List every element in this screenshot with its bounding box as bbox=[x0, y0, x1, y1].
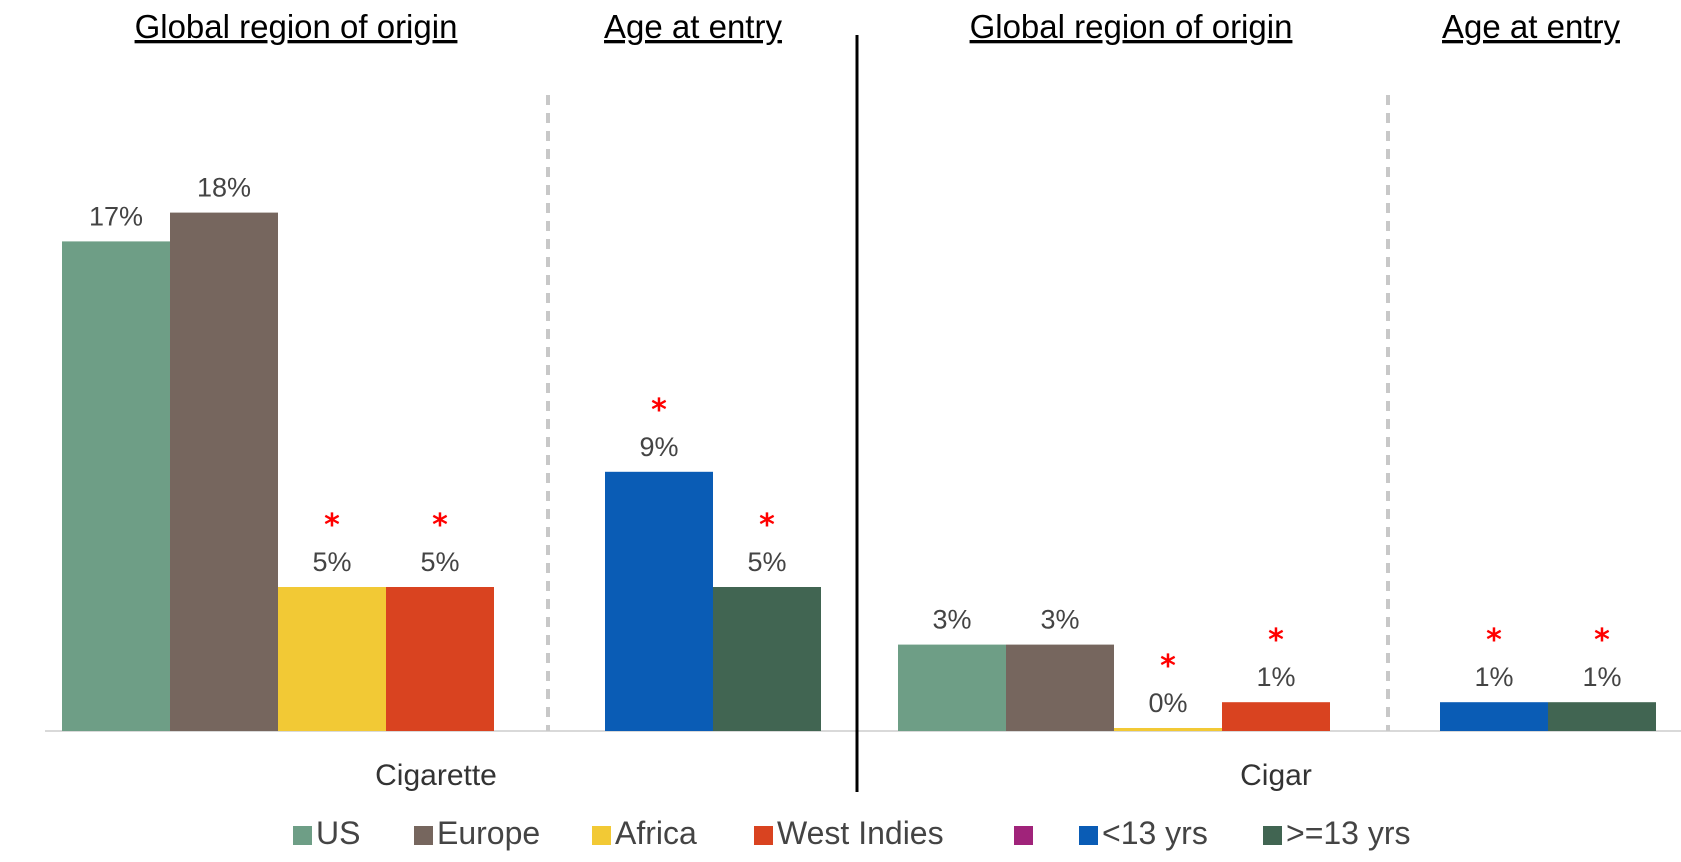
legend-label-13-yrs: >=13 yrs bbox=[1286, 815, 1411, 851]
legend-swatch-us bbox=[293, 826, 312, 845]
data-label-cigarette-africa: 5% bbox=[312, 547, 351, 577]
data-label-cigar-europe: 3% bbox=[1040, 605, 1079, 635]
significance-star-cigar-13-yrs: * bbox=[1594, 623, 1610, 658]
data-label-cigarette-europe: 18% bbox=[197, 173, 251, 203]
data-label-cigar-13-yrs: 1% bbox=[1582, 662, 1621, 692]
significance-star-cigarette-west-indies: * bbox=[432, 508, 448, 543]
significance-star-cigarette-13-yrs: * bbox=[651, 393, 667, 428]
legend-swatch-unnamed-4 bbox=[1014, 826, 1033, 845]
section-title-region-cigar: Global region of origin bbox=[970, 8, 1293, 45]
significance-star-cigar-west-indies: * bbox=[1268, 623, 1284, 658]
data-label-cigar-us: 3% bbox=[932, 605, 971, 635]
legend-label-us: US bbox=[316, 815, 360, 851]
significance-star-cigarette-13-yrs: * bbox=[759, 508, 775, 543]
legend-label-13-yrs: <13 yrs bbox=[1102, 815, 1208, 851]
bar-cigar-13-yrs bbox=[1440, 702, 1548, 731]
bar-cigar-west-indies bbox=[1222, 702, 1330, 731]
bar-cigarette-13-yrs bbox=[605, 471, 713, 731]
legend-label-africa: Africa bbox=[615, 815, 697, 851]
bars-layer: 17% 18% 5% * 5% * 9% * 5% * 3% 3% 0% * 1% * 1% * 1% * bbox=[62, 173, 1656, 732]
group-label-cigarette: Cigarette bbox=[375, 759, 497, 792]
legend: US Europe Africa West Indies <13 yrs >=13 yrs bbox=[293, 815, 1411, 851]
bar-cigarette-13-yrs bbox=[713, 587, 821, 731]
legend-swatch-west-indies bbox=[754, 826, 773, 845]
bar-cigar-europe bbox=[1006, 644, 1114, 731]
legend-swatch-europe bbox=[414, 826, 433, 845]
bar-cigarette-us bbox=[62, 241, 170, 731]
significance-star-cigarette-africa: * bbox=[324, 508, 340, 543]
bar-cigarette-africa bbox=[278, 587, 386, 731]
data-label-cigar-africa: 0% bbox=[1148, 688, 1187, 718]
data-label-cigarette-us: 17% bbox=[89, 201, 143, 231]
bar-cigar-us bbox=[898, 644, 1006, 731]
bar-cigar-13-yrs bbox=[1548, 702, 1656, 731]
data-label-cigarette-13-yrs: 5% bbox=[747, 547, 786, 577]
bar-cigar-africa bbox=[1114, 728, 1222, 731]
legend-swatch-13-yrs bbox=[1263, 826, 1282, 845]
bar-cigarette-europe bbox=[170, 212, 278, 732]
section-title-region-cigarette: Global region of origin bbox=[135, 8, 458, 45]
data-label-cigarette-west-indies: 5% bbox=[420, 547, 459, 577]
legend-label-europe: Europe bbox=[437, 815, 540, 851]
legend-swatch-13-yrs bbox=[1079, 826, 1098, 845]
significance-star-cigar-africa: * bbox=[1160, 649, 1176, 684]
legend-label-west-indies: West Indies bbox=[777, 815, 944, 851]
data-label-cigarette-13-yrs: 9% bbox=[639, 432, 678, 462]
data-label-cigar-13-yrs: 1% bbox=[1474, 662, 1513, 692]
section-title-age-cigar: Age at entry bbox=[1442, 8, 1620, 45]
group-label-cigar: Cigar bbox=[1240, 759, 1312, 792]
section-title-age-cigarette: Age at entry bbox=[604, 8, 782, 45]
significance-star-cigar-13-yrs: * bbox=[1486, 623, 1502, 658]
bar-cigarette-west-indies bbox=[386, 587, 494, 731]
legend-swatch-africa bbox=[592, 826, 611, 845]
data-label-cigar-west-indies: 1% bbox=[1256, 662, 1295, 692]
